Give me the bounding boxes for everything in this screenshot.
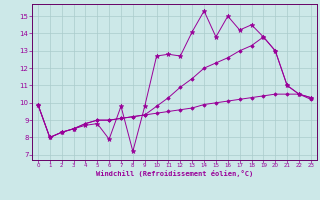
X-axis label: Windchill (Refroidissement éolien,°C): Windchill (Refroidissement éolien,°C) [96, 170, 253, 177]
